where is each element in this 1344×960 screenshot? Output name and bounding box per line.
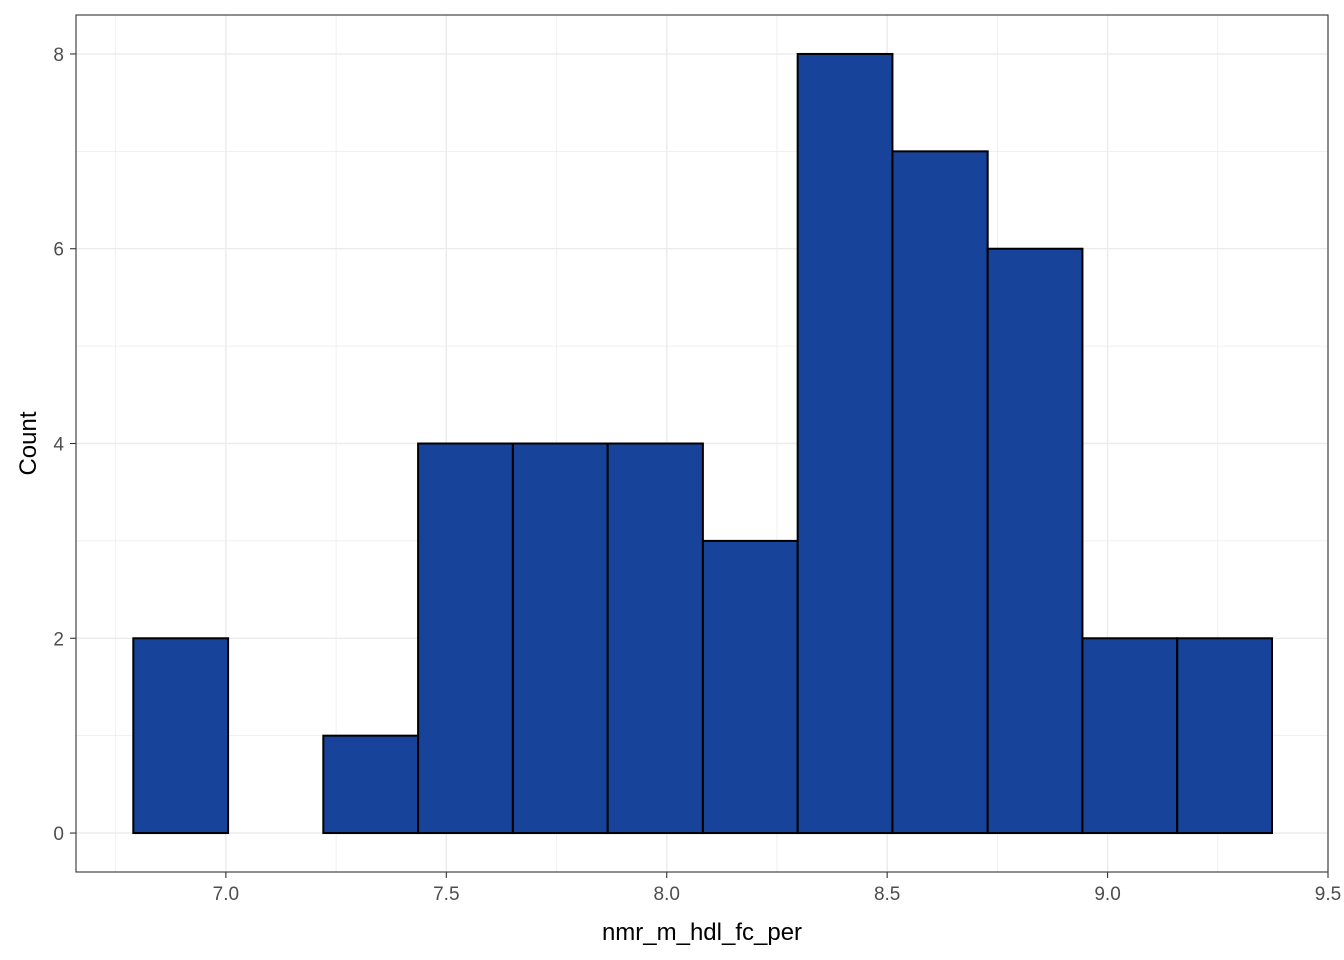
histogram-bar	[1081, 637, 1179, 835]
y-axis: 0 2 4 6 8	[53, 45, 76, 845]
x-tick-label: 7.0	[213, 884, 239, 905]
histogram-bar	[891, 150, 989, 835]
y-tick-label: 2	[53, 629, 64, 650]
x-tick-label: 7.5	[433, 884, 459, 905]
y-tick-label: 6	[53, 240, 64, 261]
y-tick-label: 4	[53, 435, 64, 456]
x-tick-label: 8.0	[654, 884, 680, 905]
x-tick-label: 9.0	[1094, 884, 1120, 905]
histogram-bar	[986, 247, 1084, 835]
histogram-bar	[796, 52, 894, 835]
x-tick-label: 8.5	[874, 884, 900, 905]
x-axis-title: nmr_m_hdl_fc_per	[602, 919, 802, 946]
x-axis: 7.0 7.5 8.0 8.5 9.0 9.5	[213, 872, 1341, 905]
histogram-bar	[606, 442, 704, 835]
histogram-bar	[701, 539, 799, 835]
histogram-bar	[322, 734, 420, 835]
x-tick-label: 9.5	[1315, 884, 1341, 905]
y-tick-label: 8	[53, 45, 64, 66]
histogram-bars	[132, 52, 1274, 835]
y-axis-title: Count	[15, 411, 42, 475]
histogram-bar	[417, 442, 514, 835]
histogram-bar	[511, 442, 609, 835]
histogram-bar	[132, 637, 230, 835]
y-tick-label: 0	[53, 824, 64, 845]
histogram-bar	[1176, 637, 1274, 835]
